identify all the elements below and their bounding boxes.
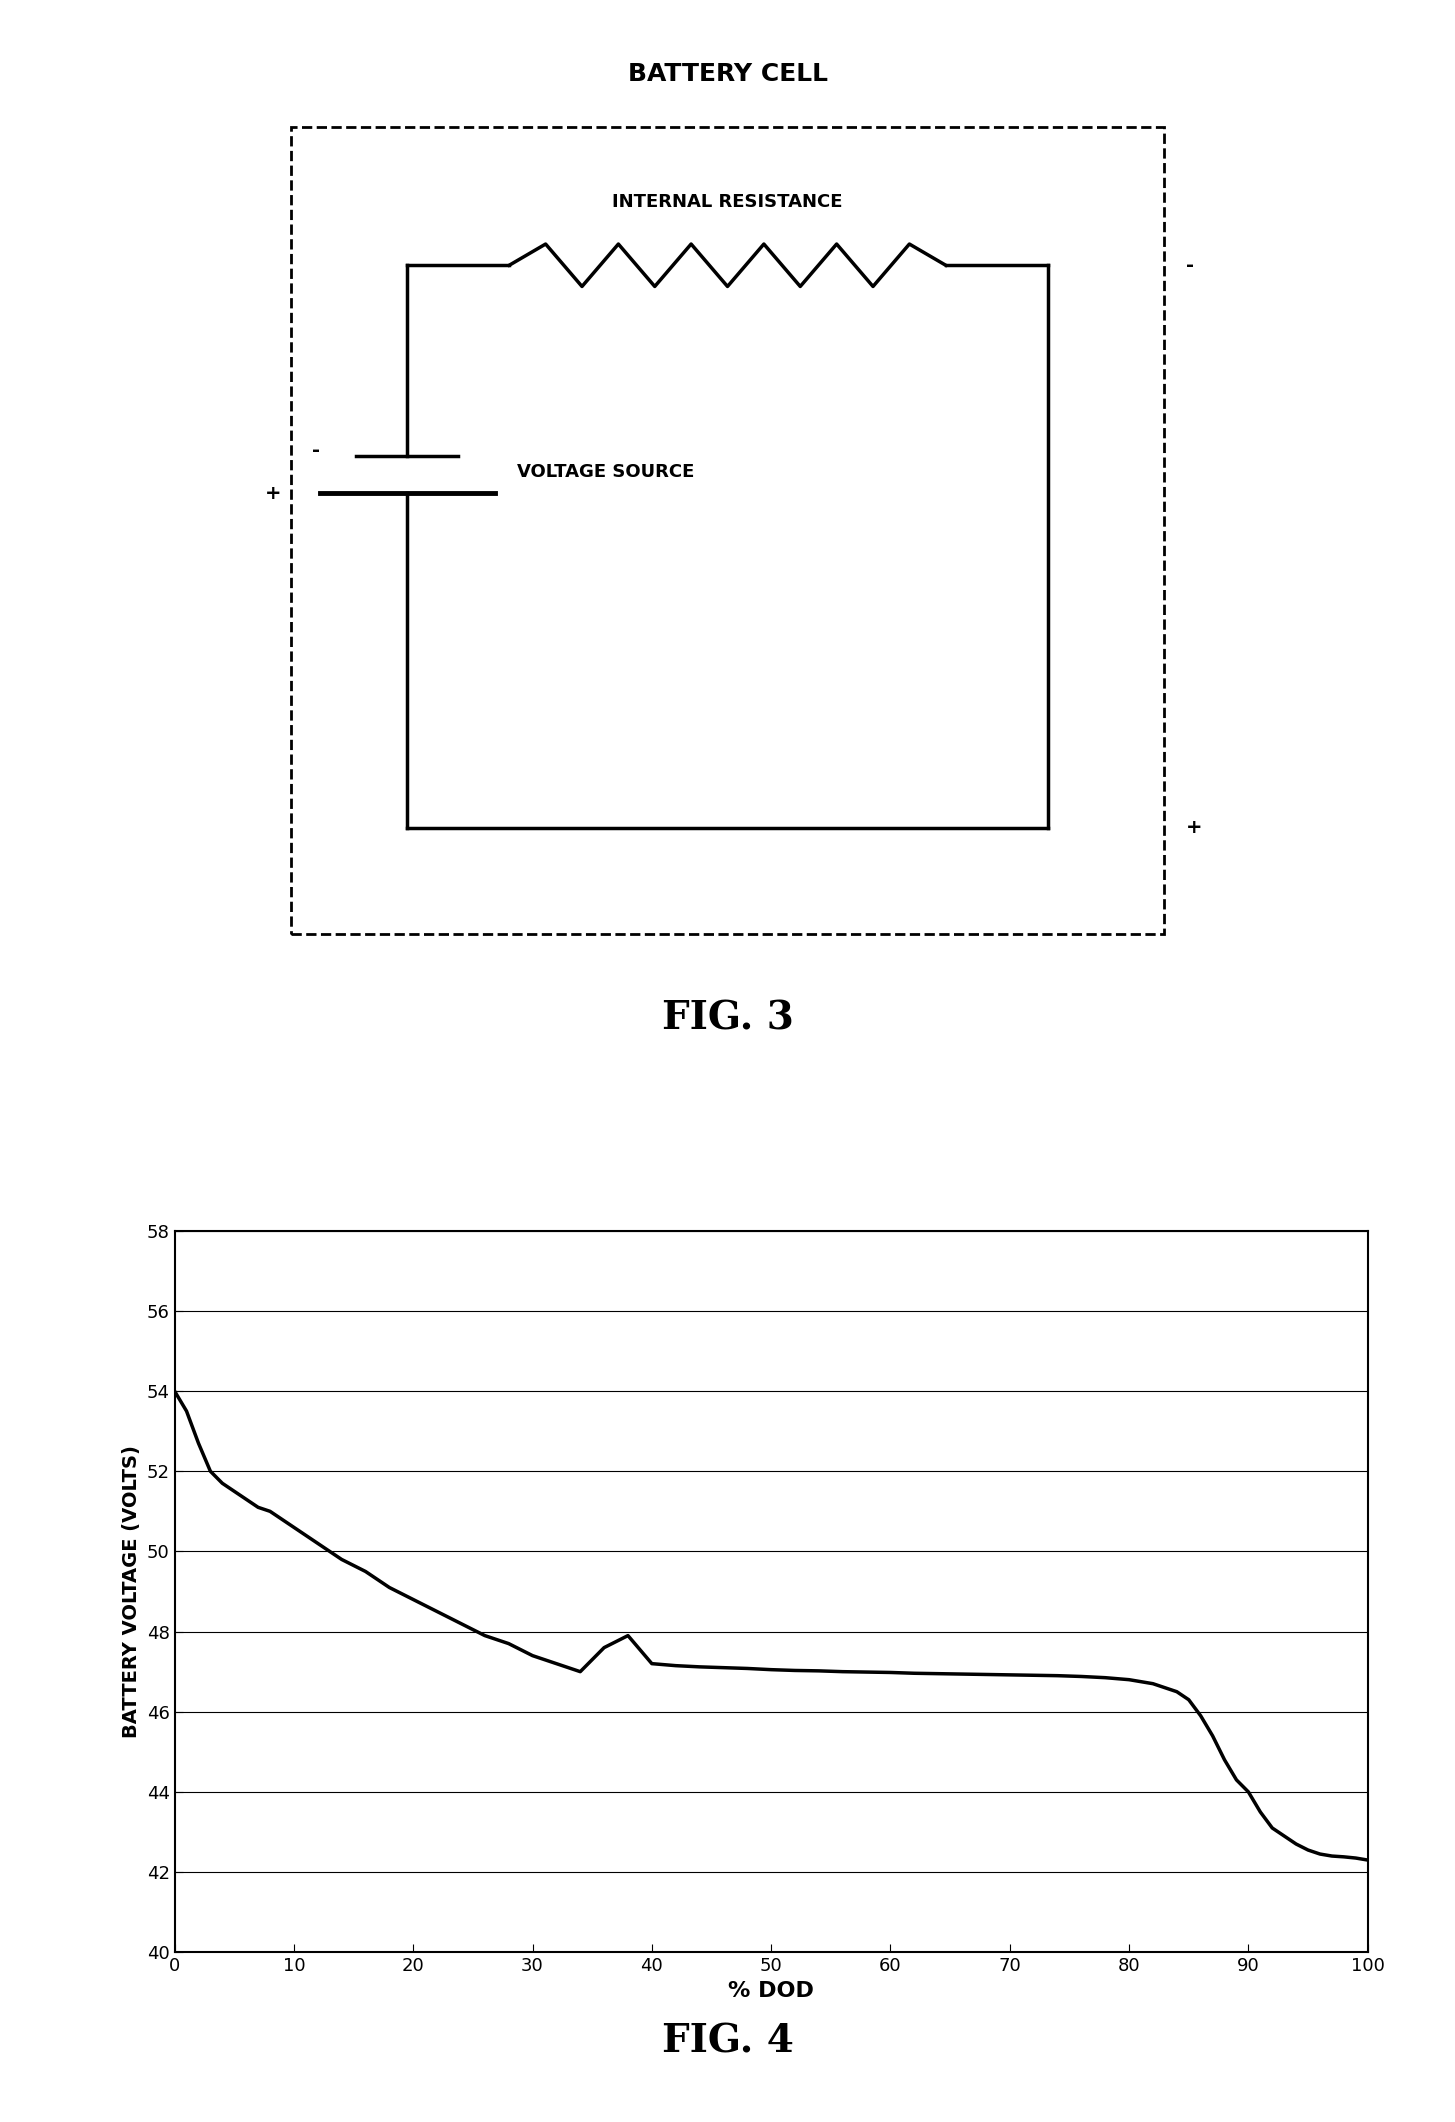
Text: FIG. 4: FIG. 4 [662,2022,793,2060]
X-axis label: % DOD: % DOD [728,1980,815,2001]
Text: INTERNAL RESISTANCE: INTERNAL RESISTANCE [613,193,842,210]
Text: +: + [1186,819,1202,836]
Text: -: - [311,441,320,460]
Y-axis label: BATTERY VOLTAGE (VOLTS): BATTERY VOLTAGE (VOLTS) [122,1445,141,1738]
Text: +: + [265,484,282,503]
Text: FIG. 3: FIG. 3 [662,999,793,1038]
Text: VOLTAGE SOURCE: VOLTAGE SOURCE [517,463,694,482]
Text: -: - [1186,257,1193,274]
Text: BATTERY CELL: BATTERY CELL [627,62,828,87]
